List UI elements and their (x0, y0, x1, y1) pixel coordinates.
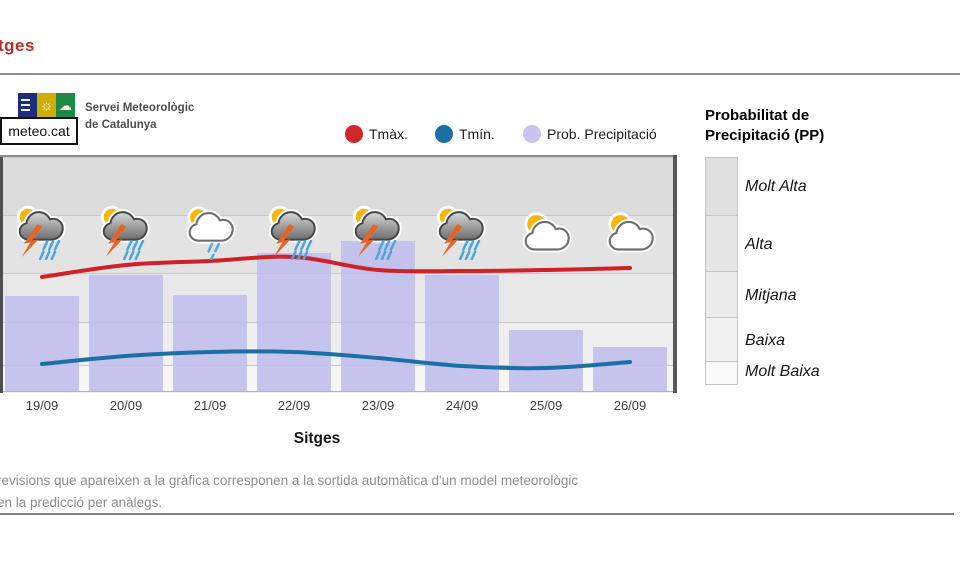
pp-level-box (705, 317, 738, 363)
plot-border-right (673, 155, 677, 393)
pp-scale: Molt Alta Alta Mitjana Baixa Molt Baixa (705, 157, 915, 417)
top-divider (0, 73, 960, 75)
pp-level-box (705, 157, 738, 216)
pp-level-label: Baixa (745, 331, 786, 349)
precip-bar (341, 241, 415, 392)
gridline (3, 322, 673, 323)
legend-item-tmax: Tmàx. (345, 125, 408, 143)
x-tick-label: 25/09 (529, 398, 563, 413)
pp-level-label: Alta (745, 235, 773, 253)
pp-level-box (705, 215, 738, 273)
x-axis-line (3, 391, 673, 393)
x-tick-label: 20/09 (109, 398, 143, 413)
pp-level-label: Molt Alta (745, 178, 807, 195)
legend-label: Tmàx. (369, 126, 408, 142)
tmax-line (40, 254, 632, 279)
pp-panel-title: Probabilitat de Precipitació (PP) (705, 107, 825, 144)
pp-level-label: Mitjana (745, 286, 797, 304)
tmin-line (40, 349, 632, 371)
pp-level-label: Molt Baixa (745, 363, 820, 380)
logo-wordmark: meteo.cat (0, 117, 78, 145)
plot-border-top (0, 155, 677, 158)
legend-item-tmin: Tmín. (435, 125, 495, 143)
gridline (3, 215, 673, 216)
x-tick-label: 26/09 (613, 398, 647, 413)
precip-bar (425, 275, 499, 392)
bottom-divider (0, 513, 954, 515)
logo-squares: ☼ ☁ (18, 93, 75, 117)
meteocat-logo[interactable]: ☼ ☁ meteo.cat Servei Meteorològic de Cat… (0, 93, 206, 145)
pp-level-box (705, 271, 738, 319)
x-tick-label: 24/09 (445, 398, 479, 413)
forecast-chart (0, 155, 677, 393)
legend-label: Tmín. (459, 126, 495, 142)
precip-bar (89, 275, 163, 392)
precip-bar (593, 347, 667, 392)
x-tick-label: 21/09 (193, 398, 227, 413)
plot-border-left (0, 155, 3, 393)
tmin-dot-icon (435, 125, 453, 143)
precip-bar (509, 330, 583, 392)
legend-label: Prob. Precipitació (547, 126, 657, 142)
pp-band (3, 157, 673, 215)
menu-icon (18, 93, 37, 117)
x-tick-label: 22/09 (277, 398, 311, 413)
pp-level-box (705, 361, 738, 385)
gridline (3, 273, 673, 274)
legend-item-precip: Prob. Precipitació (523, 125, 657, 143)
x-tick-label: 23/09 (361, 398, 395, 413)
precip-dot-icon (523, 125, 541, 143)
gridline (3, 365, 673, 366)
footer-disclaimer: revisions que apareixen a la gràfica cor… (0, 473, 579, 510)
precip-bar (173, 295, 247, 392)
chart-title: Sitges (293, 430, 341, 447)
precip-bar (5, 296, 79, 392)
org-name: Servei Meteorològic de Catalunya (85, 102, 195, 131)
tmax-dot-icon (345, 125, 363, 143)
x-tick-label: 19/09 (25, 398, 59, 413)
page-title: tges (0, 36, 35, 55)
sun-icon: ☼ (37, 93, 56, 117)
cloud-icon: ☁ (56, 93, 75, 117)
precip-bar (257, 253, 331, 392)
